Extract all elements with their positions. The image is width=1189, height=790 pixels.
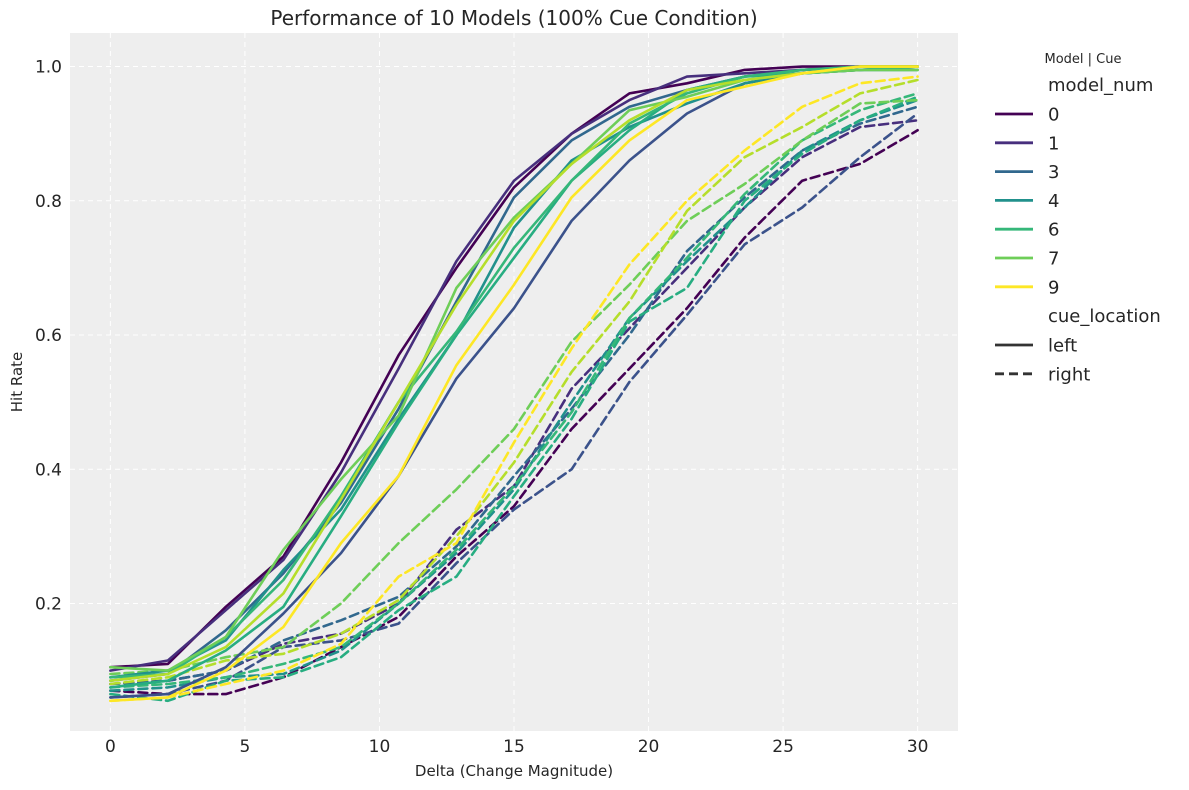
legend-label-model-9: 9 [1048,277,1059,298]
x-tick-label: 20 [638,737,660,757]
legend: Model | Cue model_num 0 1 3 4 6 7 9 cue_locati… [995,52,1161,385]
x-axis-ticks: 0 5 10 15 20 25 30 [105,737,929,757]
y-tick-label: 0.8 [35,192,62,212]
series-lines [109,65,919,703]
y-axis-label: Hit Rate [8,352,26,413]
y-tick-label: 0.4 [35,460,62,480]
legend-label-model-6: 6 [1048,220,1059,241]
legend-hue-title: model_num [1048,75,1153,96]
x-tick-label: 0 [105,737,116,757]
series-line-model-7-right [109,98,919,676]
series-line-model-9-right [109,75,919,703]
grid-lines [70,33,958,731]
legend-label-model-1: 1 [1048,133,1059,154]
legend-label-model-7: 7 [1048,249,1059,270]
y-tick-label: 1.0 [35,58,62,78]
series-line-model-9-left [109,65,919,703]
y-tick-label: 0.6 [35,326,62,346]
legend-label-cue-left: left [1048,336,1077,357]
legend-title: Model | Cue [1045,52,1122,67]
legend-style-title: cue_location [1048,306,1161,327]
y-axis-ticks: 0.2 0.4 0.6 0.8 1.0 [35,58,62,615]
x-axis-label: Delta (Change Magnitude) [415,762,613,780]
series-line-model-8-left [109,65,919,683]
x-tick-label: 5 [239,737,250,757]
legend-style-entries: left right [995,336,1090,385]
legend-label-model-4: 4 [1048,191,1059,212]
x-tick-label: 30 [907,737,929,757]
series-line-model-8-right [109,78,919,686]
series-line-model-3-right [109,105,919,686]
legend-label-model-0: 0 [1048,105,1059,126]
chart-title: Performance of 10 Models (100% Cue Condi… [270,6,757,30]
series-line-model-0-left [109,65,919,669]
legend-label-cue-right: right [1048,364,1090,385]
series-line-model-6-right [109,92,919,689]
x-tick-label: 25 [772,737,794,757]
series-line-model-5-right [109,95,919,703]
x-tick-label: 15 [503,737,525,757]
legend-hue-entries: 0 1 3 4 6 7 9 [995,105,1059,298]
y-tick-label: 0.2 [35,594,62,614]
series-line-model-2-right [109,112,919,699]
legend-label-model-3: 3 [1048,162,1059,183]
series-line-model-4-right [109,98,919,693]
x-tick-label: 10 [369,737,391,757]
series-line-model-0-right [109,129,919,696]
series-line-model-6-left [109,65,919,679]
